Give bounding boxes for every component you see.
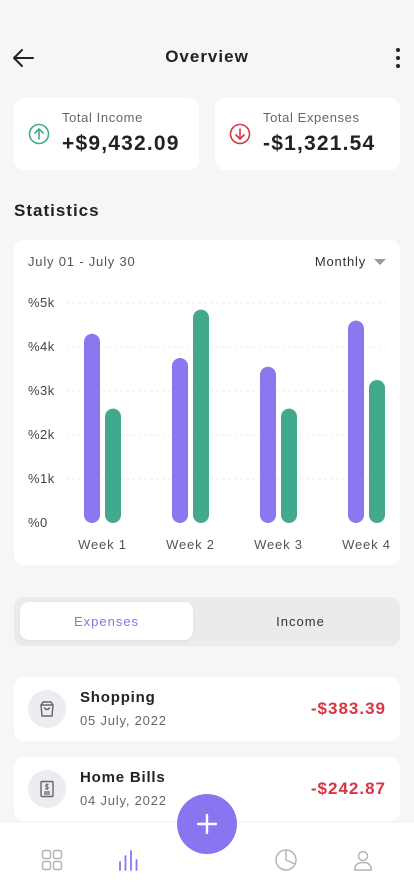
stats-icon[interactable] [115, 847, 141, 873]
statistics-card: July 01 - July 30 Monthly %0 %1k %2k %3k %4k… [14, 240, 400, 565]
total-expenses-label: Total Expenses [263, 110, 360, 125]
y-tick-label: %2k [28, 427, 55, 442]
page-title: Overview [165, 47, 249, 66]
tab-expenses[interactable]: Expenses [20, 602, 193, 640]
user-icon[interactable] [350, 847, 376, 873]
total-income-card[interactable]: Total Income +$9,432.09 [14, 98, 199, 170]
y-tick-label: %4k [28, 339, 55, 354]
total-expenses-value: -$1,321.54 [263, 132, 376, 155]
transaction-date: 05 July, 2022 [80, 713, 167, 728]
bar [369, 380, 385, 523]
header: Overview [0, 0, 414, 96]
period-dropdown[interactable]: Monthly [315, 254, 386, 269]
total-expenses-card[interactable]: Total Expenses -$1,321.54 [215, 98, 400, 170]
shopping-bag-icon [28, 690, 66, 728]
transaction-item[interactable]: Shopping 05 July, 2022 -$383.39 [14, 677, 400, 741]
more-dot [396, 64, 400, 68]
total-income-label: Total Income [62, 110, 143, 125]
transaction-amount: -$383.39 [310, 699, 386, 718]
arrow-left-icon [13, 49, 34, 67]
y-tick-label: %5k [28, 295, 55, 310]
y-tick-label: %0 [28, 515, 48, 530]
bar [348, 320, 364, 523]
transaction-date: 04 July, 2022 [80, 793, 167, 808]
bar [193, 309, 209, 523]
transaction-amount: -$242.87 [310, 779, 386, 798]
bar [172, 358, 188, 523]
bar [84, 333, 100, 523]
add-button[interactable] [177, 794, 237, 854]
x-tick-label: Week 4 [342, 537, 391, 552]
bar [260, 366, 276, 523]
chevron-down-icon [374, 258, 386, 265]
total-income-value: +$9,432.09 [62, 132, 180, 155]
statistics-title: Statistics [14, 201, 100, 220]
plus-icon [196, 813, 218, 835]
transaction-name: Home Bills [80, 769, 166, 786]
bar [105, 408, 121, 523]
x-tick-label: Week 1 [78, 537, 127, 552]
more-dot [396, 48, 400, 52]
more-dot [396, 56, 400, 60]
tab-income[interactable]: Income [276, 613, 325, 629]
bar-chart: %0 %1k %2k %3k %4k %5k Week 1 Week 2 Week 3 Week … [28, 295, 391, 552]
more-options-button[interactable] [390, 44, 406, 72]
period-value: Monthly [314, 254, 366, 269]
pie-chart-icon[interactable] [273, 847, 299, 873]
x-tick-label: Week 3 [254, 537, 303, 552]
type-segmented-control: Expenses Income [14, 597, 400, 646]
arrow-up-circle-icon [28, 123, 50, 145]
transaction-name: Shopping [80, 689, 156, 706]
y-tick-label: %1k [28, 471, 55, 486]
bar [281, 408, 297, 523]
receipt-icon [28, 770, 66, 808]
back-button[interactable] [10, 44, 38, 72]
arrow-down-circle-icon [229, 123, 251, 145]
x-tick-label: Week 2 [166, 537, 215, 552]
y-tick-label: %3k [28, 383, 55, 398]
grid-icon[interactable] [39, 847, 65, 873]
date-range: July 01 - July 30 [28, 254, 136, 269]
